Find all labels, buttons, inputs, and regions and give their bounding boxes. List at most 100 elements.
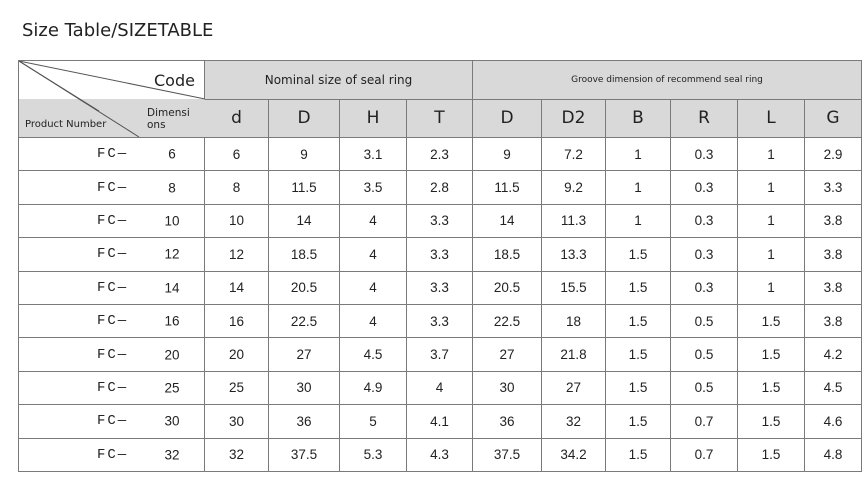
table-cell: 3.3 <box>804 170 862 205</box>
table-cell: 4 <box>339 303 407 339</box>
table-cell: 36 <box>472 404 542 439</box>
table-cell: 10 <box>204 203 269 239</box>
table-cell: 20.5 <box>268 270 340 305</box>
table-cell: 1 <box>737 136 805 172</box>
table-cell: 9 <box>268 136 340 172</box>
table-cell: 3.8 <box>804 237 862 272</box>
table-cell: 6 <box>204 136 269 172</box>
table-cell: 3.7 <box>406 337 473 372</box>
product-prefix: FC— <box>97 446 129 463</box>
table-cell: 30 <box>268 370 340 406</box>
table-cell: 4.8 <box>804 437 862 472</box>
groove-dimension-group-header: Groove dimension of recommend seal ring <box>472 60 862 100</box>
table-cell: 15.5 <box>541 270 606 305</box>
product-number-cell: FC— 6 <box>18 136 205 172</box>
table-cell: 1.5 <box>737 437 805 472</box>
column-header-G: G <box>804 98 862 138</box>
table-cell: 7.2 <box>541 136 606 172</box>
table-cell: 5.3 <box>339 437 407 472</box>
table-cell: 32 <box>204 437 269 472</box>
product-prefix: FC— <box>97 246 129 263</box>
table-cell: 1.5 <box>605 303 671 339</box>
column-header-B: B <box>605 98 671 138</box>
table-cell: 20.5 <box>472 270 542 305</box>
page-title: Size Table/SIZETABLE <box>22 20 214 41</box>
column-header-D2: D2 <box>541 98 606 138</box>
table-cell: 11.5 <box>472 170 542 205</box>
table-row: FC— 10 10 14 4 3.3 14 11.3 1 0.3 1 3.8 <box>18 203 862 239</box>
table-cell: 4 <box>406 370 473 406</box>
product-number-cell: FC— 25 <box>18 370 205 406</box>
product-code: 14 <box>164 280 180 296</box>
product-code: 32 <box>164 447 180 463</box>
product-code: 16 <box>164 313 180 329</box>
corner-header-cell: Code Dimensi ons Product Number <box>18 60 205 138</box>
table-cell: 0.3 <box>670 203 738 239</box>
table-row: FC— 16 16 22.5 4 3.3 22.5 18 1.5 0.5 1.5 3.8 <box>18 303 862 339</box>
table-cell: 4.5 <box>339 337 407 372</box>
table-cell: 8 <box>204 170 269 205</box>
nominal-size-group-header: Nominal size of seal ring <box>204 60 473 100</box>
product-number-cell: FC— 20 <box>18 337 205 372</box>
table-cell: 0.5 <box>670 303 738 339</box>
table-cell: 0.5 <box>670 337 738 372</box>
product-number-cell: FC— 32 <box>18 437 205 472</box>
table-cell: 1.5 <box>605 437 671 472</box>
code-label: Code <box>154 71 195 90</box>
table-cell: 4.2 <box>804 337 862 372</box>
table-row: FC— 12 12 18.5 4 3.3 18.5 13.3 1.5 0.3 1 3.8 <box>18 237 862 272</box>
table-row: FC— 20 20 27 4.5 3.7 27 21.8 1.5 0.5 1.5 4.2 <box>18 337 862 372</box>
table-cell: 2.3 <box>406 136 473 172</box>
table-cell: 27 <box>472 337 542 372</box>
product-number-cell: FC— 16 <box>18 303 205 339</box>
product-code: 10 <box>164 213 180 229</box>
table-cell: 1.5 <box>605 337 671 372</box>
table-cell: 4.5 <box>804 370 862 406</box>
table-cell: 2.8 <box>406 170 473 205</box>
table-cell: 9 <box>472 136 542 172</box>
table-cell: 4.9 <box>339 370 407 406</box>
product-code: 20 <box>164 347 180 363</box>
product-code: 6 <box>168 146 176 162</box>
product-number-cell: FC— 10 <box>18 203 205 239</box>
table-cell: 0.7 <box>670 437 738 472</box>
table-cell: 16 <box>204 303 269 339</box>
product-code: 12 <box>164 246 180 262</box>
table-cell: 4.1 <box>406 404 473 439</box>
table-cell: 12 <box>204 237 269 272</box>
table-cell: 0.3 <box>670 170 738 205</box>
column-header-L: L <box>737 98 805 138</box>
table-cell: 14 <box>204 270 269 305</box>
product-prefix: FC— <box>97 279 129 296</box>
product-number-cell: FC— 14 <box>18 270 205 305</box>
table-row: FC— 30 30 36 5 4.1 36 32 1.5 0.7 1.5 4.6 <box>18 404 862 439</box>
table-cell: 32 <box>541 404 606 439</box>
product-number-cell: FC— 12 <box>18 237 205 272</box>
table-cell: 34.2 <box>541 437 606 472</box>
table-cell: 1 <box>737 170 805 205</box>
table-row: FC— 6 6 9 3.1 2.3 9 7.2 1 0.3 1 2.9 <box>18 136 862 172</box>
table-cell: 3.3 <box>406 270 473 305</box>
product-prefix: FC— <box>97 379 129 396</box>
table-cell: 0.7 <box>670 404 738 439</box>
table-cell: 0.3 <box>670 136 738 172</box>
table-cell: 1.5 <box>605 404 671 439</box>
size-table: Code Dimensi ons Product Number Nominal s… <box>18 60 862 472</box>
table-cell: 3.8 <box>804 203 862 239</box>
product-number-cell: FC— 30 <box>18 404 205 439</box>
table-cell: 18.5 <box>472 237 542 272</box>
product-prefix: FC— <box>97 179 129 196</box>
table-cell: 1.5 <box>737 370 805 406</box>
table-cell: 3.3 <box>406 303 473 339</box>
table-cell: 1 <box>737 237 805 272</box>
table-cell: 13.3 <box>541 237 606 272</box>
table-cell: 20 <box>204 337 269 372</box>
table-cell: 30 <box>472 370 542 406</box>
table-cell: 1 <box>605 203 671 239</box>
corner-diagonal-lines <box>19 61 205 137</box>
product-code: 30 <box>164 413 180 429</box>
table-cell: 37.5 <box>472 437 542 472</box>
table-cell: 22.5 <box>268 303 340 339</box>
table-row: FC— 14 14 20.5 4 3.3 20.5 15.5 1.5 0.3 1 3.8 <box>18 270 862 305</box>
table-cell: 37.5 <box>268 437 340 472</box>
